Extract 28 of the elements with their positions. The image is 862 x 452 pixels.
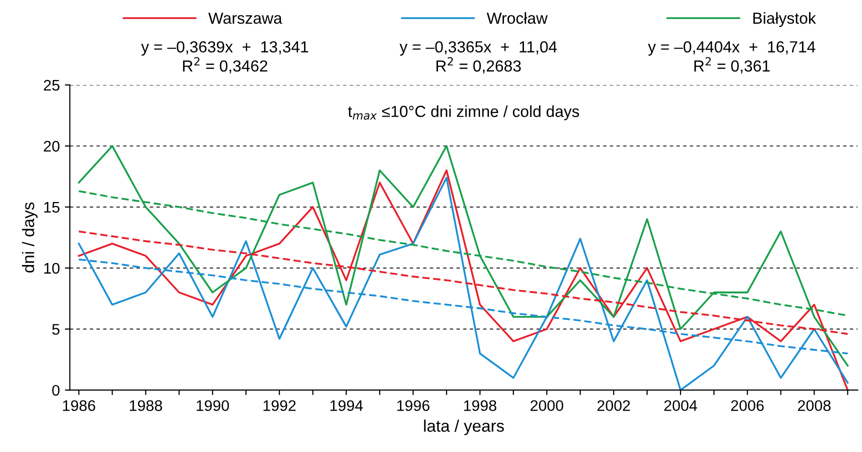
x-tick-label: 1996 <box>397 400 430 412</box>
text: y = –0,3639x + 13,341 R$^{2}$ = 0,3462 <box>141 41 308 74</box>
y-tick-label: 25 <box>44 80 60 91</box>
y-axis-title: dni / days <box>22 202 38 272</box>
line-series <box>78 145 849 367</box>
x-tick-label: 2006 <box>731 400 764 412</box>
x-tick-label: 2000 <box>530 400 564 412</box>
y-tick-label: 0 <box>52 384 60 396</box>
x-tick-label: 1990 <box>196 400 229 412</box>
x-tick-label: 1992 <box>264 400 296 412</box>
x-tick-label: 1988 <box>130 400 162 412</box>
legend-label: Wrocław <box>486 12 548 24</box>
x-tick-label: 2004 <box>664 400 698 412</box>
legend-label: Warszawa <box>208 12 282 24</box>
text: t$_{max}$ ≤10°C dni zimne / cold days <box>348 105 580 120</box>
x-tick-label: 2002 <box>597 400 630 412</box>
y-tick-label: 20 <box>44 140 60 152</box>
text: y = –0,4404x + 16,714 R$^{2}$ = 0,361 <box>648 41 816 74</box>
y-tick-label: 15 <box>44 202 60 213</box>
x-axis-title: lata / years <box>424 420 504 436</box>
legend-label: Białystok <box>753 12 816 28</box>
text: y = –0,3365x + 11,04 R$^{2}$ = 0,2683 <box>400 41 557 74</box>
y-tick-label: 5 <box>52 324 60 335</box>
x-tick-label: 1986 <box>63 400 96 412</box>
y-tick-label: 10 <box>44 262 60 274</box>
x-tick-label: 1998 <box>464 400 496 412</box>
x-tick-label: 1994 <box>330 400 363 412</box>
x-tick-label: 2008 <box>798 400 831 412</box>
